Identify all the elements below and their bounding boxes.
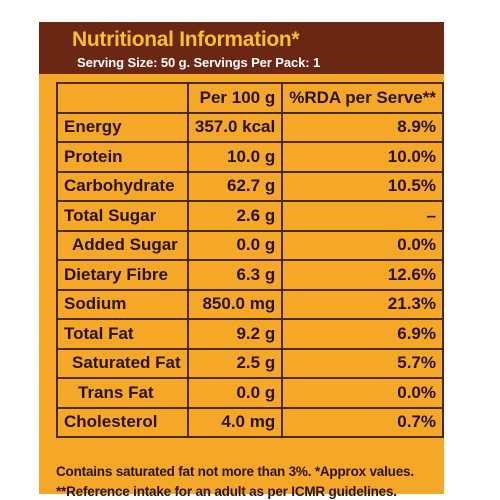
nutrition-table: Per 100 g %RDA per Serve** Energy 357.0 … <box>56 82 444 438</box>
nutrient-per-100g: 850.0 mg <box>186 288 284 320</box>
nutrient-per-100g: 357.0 kcal <box>186 111 284 143</box>
table-row: Protein 10.0 g 10.0% <box>56 141 444 173</box>
column-header-nutrient <box>56 82 189 114</box>
footnote-reference-intake: **Reference intake for an adult as per I… <box>56 484 397 499</box>
nutrient-per-100g: 4.0 mg <box>186 406 284 438</box>
table-row: Dietary Fibre 6.3 g 12.6% <box>56 259 444 291</box>
nutrient-per-100g: 6.3 g <box>186 259 284 291</box>
nutrient-rda: 10.0% <box>281 141 444 173</box>
nutrient-per-100g: 2.5 g <box>186 347 284 379</box>
table-row: Trans Fat 0.0 g 0.0% <box>56 377 444 409</box>
nutrition-title: Nutritional Information* <box>72 28 300 51</box>
table-header-row: Per 100 g %RDA per Serve** <box>56 82 444 114</box>
column-header-rda: %RDA per Serve** <box>281 82 444 114</box>
nutrient-name: Sodium <box>56 288 189 320</box>
nutrient-per-100g: 2.6 g <box>186 200 284 232</box>
nutrient-rda: – <box>281 200 444 232</box>
nutrient-per-100g: 10.0 g <box>186 141 284 173</box>
nutrient-name: Energy <box>56 111 189 143</box>
nutrient-per-100g: 0.0 g <box>186 377 284 409</box>
table-row: Sodium 850.0 mg 21.3% <box>56 288 444 320</box>
nutrient-name: Trans Fat <box>56 377 189 409</box>
table-row: Total Sugar 2.6 g – <box>56 200 444 232</box>
nutrient-name: Dietary Fibre <box>56 259 189 291</box>
nutrition-label-panel: Nutritional Information* Serving Size: 5… <box>39 22 444 499</box>
footnote-saturated-fat: Contains saturated fat not more than 3%.… <box>56 464 414 479</box>
nutrient-name: Saturated Fat <box>56 347 189 379</box>
nutrient-rda: 12.6% <box>281 259 444 291</box>
column-header-per-100g: Per 100 g <box>186 82 284 114</box>
nutrient-rda: 0.0% <box>281 229 444 261</box>
nutrient-rda: 5.7% <box>281 347 444 379</box>
table-row: Saturated Fat 2.5 g 5.7% <box>56 347 444 379</box>
nutrient-name: Carbohydrate <box>56 170 189 202</box>
nutrient-rda: 0.7% <box>281 406 444 438</box>
nutrient-name: Total Sugar <box>56 200 189 232</box>
nutrient-rda: 6.9% <box>281 318 444 350</box>
table-row: Energy 357.0 kcal 8.9% <box>56 111 444 143</box>
nutrient-rda: 21.3% <box>281 288 444 320</box>
table-row: Added Sugar 0.0 g 0.0% <box>56 229 444 261</box>
serving-info: Serving Size: 50 g. Servings Per Pack: 1 <box>77 55 321 70</box>
nutrient-per-100g: 9.2 g <box>186 318 284 350</box>
nutrient-name: Cholesterol <box>56 406 189 438</box>
nutrient-per-100g: 62.7 g <box>186 170 284 202</box>
table-row: Carbohydrate 62.7 g 10.5% <box>56 170 444 202</box>
nutrient-per-100g: 0.0 g <box>186 229 284 261</box>
nutrient-rda: 0.0% <box>281 377 444 409</box>
nutrient-name: Added Sugar <box>56 229 189 261</box>
nutrition-header: Nutritional Information* Serving Size: 5… <box>39 22 444 74</box>
nutrient-rda: 10.5% <box>281 170 444 202</box>
table-row: Cholesterol 4.0 mg 0.7% <box>56 406 444 438</box>
nutrient-name: Protein <box>56 141 189 173</box>
nutrient-name: Total Fat <box>56 318 189 350</box>
nutrient-rda: 8.9% <box>281 111 444 143</box>
table-row: Total Fat 9.2 g 6.9% <box>56 318 444 350</box>
